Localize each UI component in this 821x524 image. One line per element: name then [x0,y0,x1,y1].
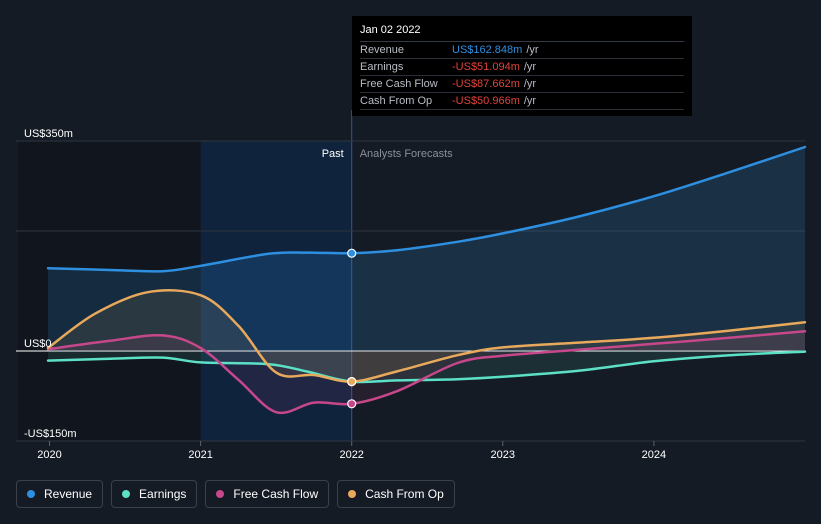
tooltip-value: -US$87.662m [452,78,520,90]
series-line-cfo [46,289,807,383]
tooltip-label: Revenue [360,44,405,56]
series-area-earnings [48,351,805,383]
tooltip-row-revenue: Revenue US$162.848m /yr [360,42,684,59]
highlight-point-revenue [347,248,357,258]
series-area-cfo [48,290,805,382]
tooltip-label: Earnings [360,61,404,73]
tooltip-unit: /yr [523,95,537,107]
legend-label: Free Cash Flow [233,487,319,501]
legend-item-earnings[interactable]: Earnings [111,480,198,508]
x-axis-label: 2022 [339,449,363,461]
tooltip-label: Free Cash Flow [360,78,438,90]
legend-label: Cash From Op [365,487,444,501]
legend-label: Earnings [139,487,187,501]
tooltip-date: Jan 02 2022 [360,24,684,42]
legend-dot-icon [348,490,357,498]
hover-tooltip: Jan 02 2022 Revenue US$162.848m /yr Earn… [352,16,692,116]
tooltip-row-earnings: Earnings -US$51.094m /yr [360,59,684,76]
tooltip-unit: /yr [526,44,539,56]
series-area-fcf [48,331,805,413]
highlight-point-fcf [347,399,357,409]
past-label: Past [322,148,344,160]
x-axis-label: 2023 [491,449,515,461]
forecast-label: Analysts Forecasts [360,148,453,160]
y-axis-label: US$350m [24,128,73,140]
tooltip-unit: /yr [523,78,537,90]
legend-dot-icon [216,490,225,498]
tooltip-value: -US$51.094m [452,61,520,73]
series-line-revenue [46,145,807,273]
tooltip-row-cash-from-op: Cash From Op -US$50.966m /yr [360,93,684,110]
tooltip-row-free-cash-flow: Free Cash Flow -US$87.662m /yr [360,76,684,93]
legend-item-revenue[interactable]: Revenue [16,480,104,508]
y-axis-label: -US$150m [24,428,77,440]
legend-item-free-cash-flow[interactable]: Free Cash Flow [205,480,330,508]
chart-legend: Revenue Earnings Free Cash Flow Cash Fro… [16,480,455,508]
series-line-earnings [46,350,807,384]
highlight-point-cfo [347,377,357,387]
legend-dot-icon [122,490,131,498]
series-area-revenue [48,147,805,351]
tooltip-unit: /yr [523,61,537,73]
series-line-fcf [46,329,807,415]
tooltip-value: -US$50.966m [452,95,520,107]
tooltip-value: US$162.848m [452,44,523,56]
x-axis-label: 2020 [37,449,61,461]
legend-item-cash-from-op[interactable]: Cash From Op [337,480,455,508]
legend-dot-icon [27,490,35,498]
x-axis-label: 2024 [642,449,666,461]
tooltip-label: Cash From Op [360,95,433,107]
legend-label: Revenue [44,487,93,501]
past-region-shade [200,141,352,441]
x-axis-label: 2021 [188,449,212,461]
y-axis-label: US$0 [24,338,52,350]
